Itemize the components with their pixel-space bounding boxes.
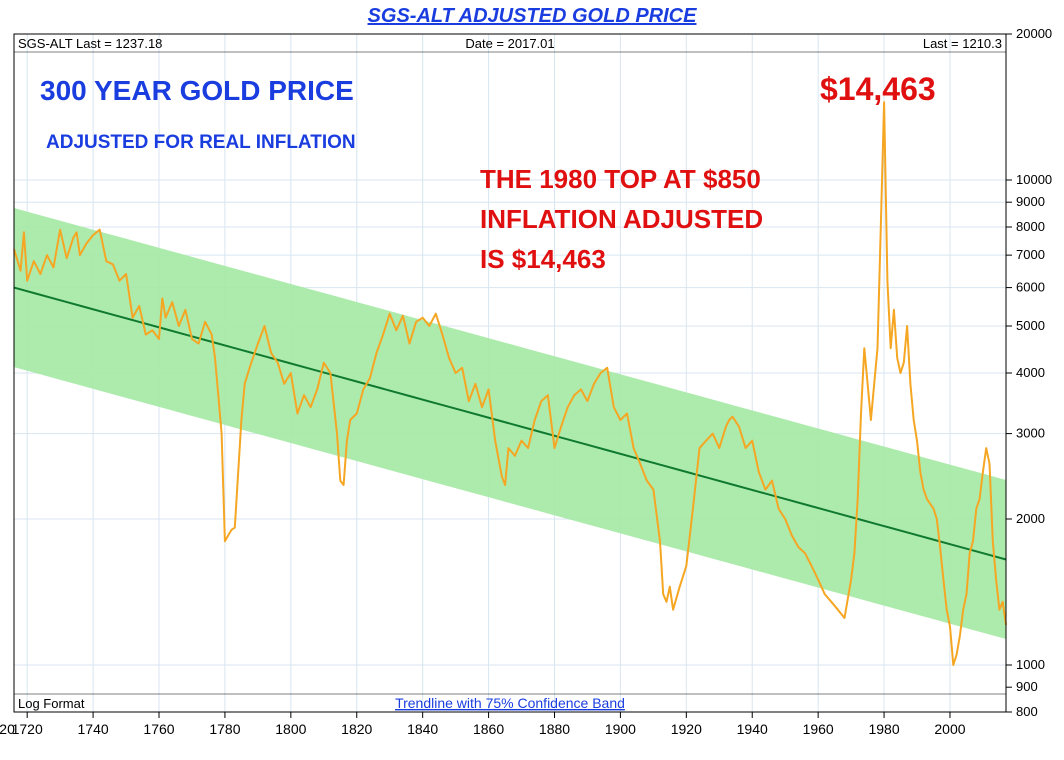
x-tick-label: 1960: [803, 721, 834, 737]
chart-svg: SGS-ALT ADJUSTED GOLD PRICE 1720 1740 1760 1…: [0, 0, 1064, 760]
annotation-5: IS $14,463: [480, 244, 606, 274]
annotation-3: THE 1980 TOP AT $850: [480, 164, 761, 194]
x-tick-label: 1740: [78, 721, 109, 737]
y-tick-label: 5000: [1016, 318, 1045, 333]
y-tick-label: 7000: [1016, 247, 1045, 262]
x-tick-label: 1820: [341, 721, 372, 737]
y-tick-label: 900: [1016, 679, 1038, 694]
info-last-right: Last = 1210.3: [923, 36, 1002, 51]
x-tick-label: 720: [0, 721, 15, 737]
footer-left: Log Format: [18, 696, 85, 711]
y-tick-label: 2000: [1016, 511, 1045, 526]
x-tick-label: 1980: [868, 721, 899, 737]
x-tick-label: 1880: [539, 721, 570, 737]
info-last-left: SGS-ALT Last = 1237.18: [18, 36, 162, 51]
y-tick-label: 1000: [1016, 657, 1045, 672]
x-tick-label: 1840: [407, 721, 438, 737]
y-tick-label: 3000: [1016, 426, 1045, 441]
annotation-1: ADJUSTED FOR REAL INFLATION: [46, 132, 356, 153]
annotation-2: $14,463: [820, 71, 936, 107]
x-tick-label: 1860: [473, 721, 504, 737]
y-tick-label: 10000: [1016, 172, 1052, 187]
y-tick-label: 8000: [1016, 219, 1045, 234]
annotation-0: 300 YEAR GOLD PRICE: [40, 75, 354, 106]
annotation-4: INFLATION ADJUSTED: [480, 204, 763, 234]
info-date: Date = 2017.01: [465, 36, 554, 51]
x-tick-label: 1720: [12, 721, 43, 737]
x-tick-label: 1900: [605, 721, 636, 737]
x-tick-label: 2000: [934, 721, 965, 737]
x-tick-label: 1920: [671, 721, 702, 737]
y-tick-label: 4000: [1016, 365, 1045, 380]
y-tick-label: 800: [1016, 704, 1038, 719]
chart-container: SGS-ALT ADJUSTED GOLD PRICE 1720 1740 1760 1…: [0, 0, 1064, 760]
footer-center: Trendline with 75% Confidence Band: [395, 695, 625, 711]
x-tick-label: 1800: [275, 721, 306, 737]
chart-title: SGS-ALT ADJUSTED GOLD PRICE: [368, 5, 698, 27]
x-tick-label: 1940: [737, 721, 768, 737]
x-tick-label: 1780: [209, 721, 240, 737]
y-tick-label: 20000: [1016, 26, 1052, 41]
y-tick-label: 6000: [1016, 280, 1045, 295]
y-tick-label: 9000: [1016, 194, 1045, 209]
x-tick-label: 1760: [143, 721, 174, 737]
